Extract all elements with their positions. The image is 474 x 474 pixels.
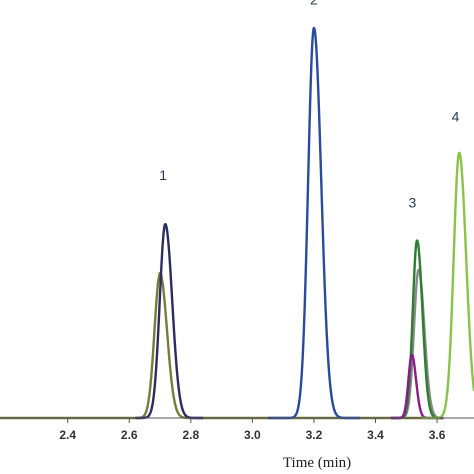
x-tick-label: 3.2	[306, 428, 323, 442]
x-tick-label: 2.8	[182, 428, 199, 442]
series-line-3	[266, 26, 361, 420]
x-tick-label: 2.6	[121, 428, 138, 442]
x-tick-label: 3.6	[429, 428, 446, 442]
plot-area	[0, 26, 474, 420]
x-tick-label: 3.4	[367, 428, 384, 442]
peak-label: 3	[409, 194, 417, 210]
x-tick-label: 2.4	[59, 428, 76, 442]
peak-label: 2	[310, 0, 318, 8]
peak-label: 1	[159, 167, 167, 183]
peak-label: 4	[452, 109, 460, 125]
series-line-1	[0, 272, 438, 420]
x-axis-ticks: 2.42.62.83.03.23.43.63.8	[59, 418, 446, 442]
x-tick-label: 3.0	[244, 428, 261, 442]
series-line-7	[420, 151, 474, 420]
peak-labels: 1 2 3 4	[159, 0, 459, 210]
x-axis-title: Time (min)	[283, 455, 351, 471]
series-line-6	[389, 353, 445, 420]
series-line-2	[134, 222, 205, 420]
